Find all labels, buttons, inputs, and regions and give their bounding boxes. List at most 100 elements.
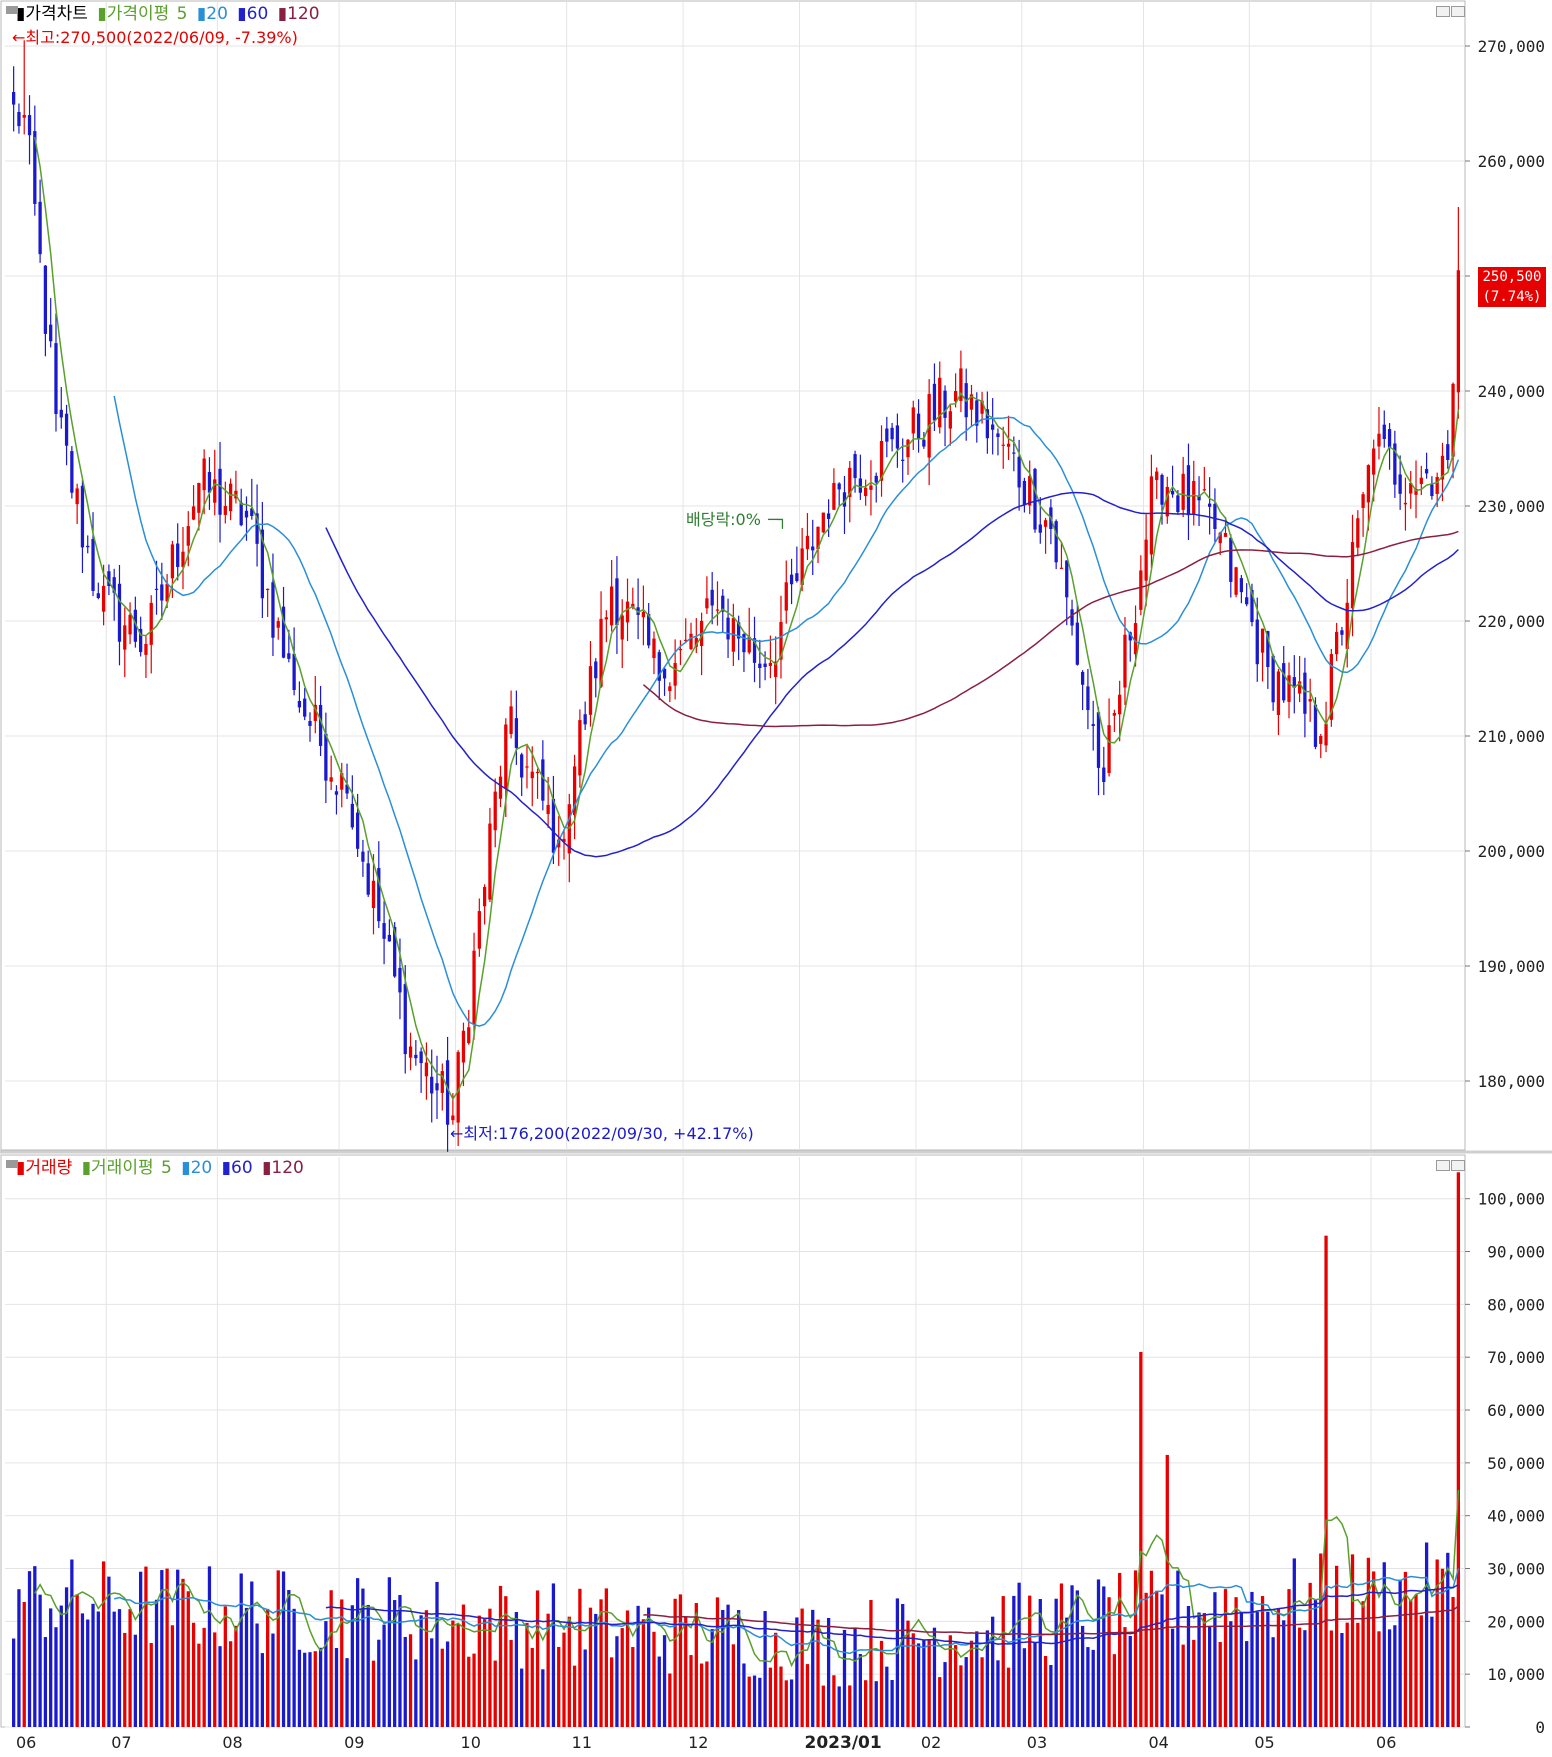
volume-bar [689,1655,693,1727]
candle-body [1424,469,1429,474]
candle-body [1112,713,1117,716]
candle-body [673,662,677,686]
candle-body [811,546,815,551]
volume-bar [1287,1589,1291,1727]
candle-body [1202,489,1206,491]
volume-bar [567,1616,571,1727]
volume-tick-label: 50,000 [1487,1454,1545,1473]
volume-bar [821,1685,825,1727]
volume-bar [535,1590,540,1727]
candle-body [821,512,825,533]
x-tick-label: 08 [222,1733,242,1752]
candle-body [1234,567,1238,595]
volume-bar [1043,1656,1048,1727]
candle-body [1403,502,1408,505]
candle-body [366,863,370,895]
volume-bar [477,1615,481,1727]
volume-bar [641,1619,646,1727]
candle-body [218,468,222,515]
legend-vol-ma120: ▮120 [262,1158,304,1178]
volume-bar [445,1641,450,1727]
volume-bar [80,1613,85,1727]
candle-body [133,609,138,642]
candle-body [890,427,894,440]
volume-bar [779,1666,783,1727]
candle-body [1181,473,1185,510]
candle-body [980,400,984,414]
volume-bar [318,1647,323,1727]
candle-body [647,614,651,646]
candle-body [170,544,175,579]
candle-body [969,394,974,410]
volume-bar [1372,1571,1376,1727]
candle-body [165,583,169,602]
candle-body [1260,628,1265,653]
candle-body [424,1062,429,1077]
price-panel-minimize-button[interactable] [1436,6,1450,17]
volume-bar [1022,1648,1027,1727]
candle-body [1361,494,1365,508]
candle-body [64,413,69,446]
candle-body [112,577,116,593]
price-frame [0,0,1466,1151]
candle-body [1350,542,1355,609]
candle-body [75,488,79,505]
candle-body [895,425,900,449]
volume-bar [1266,1611,1270,1727]
candle-body [689,633,693,650]
candle-body [1266,631,1270,667]
candle-body [1054,521,1058,563]
volume-bar [541,1669,545,1727]
candle-body [604,617,608,620]
volume-panel-maximize-button[interactable] [1451,1160,1465,1171]
volume-bar [271,1633,275,1727]
volume-bar [186,1591,190,1727]
volume-bar [207,1566,212,1727]
volume-bar [408,1634,413,1727]
candle-body [535,771,540,774]
candle-body [1324,723,1328,746]
price-panel-handle[interactable] [6,6,18,14]
candle-body [117,583,122,642]
volume-bar [1012,1595,1016,1727]
volume-panel-minimize-button[interactable] [1436,1160,1450,1171]
volume-bar [1239,1612,1244,1727]
volume-bar [694,1603,698,1727]
candle-body [398,967,402,993]
candle-body [255,513,259,544]
volume-bar [774,1632,778,1727]
candle-body [33,131,37,204]
candle-body [578,720,582,776]
candle-body [1139,570,1143,610]
x-tick-label: 03 [1027,1733,1047,1752]
candle-body [244,510,249,518]
volume-bar [260,1653,265,1727]
volume-bar [303,1652,307,1727]
volume-bar [1192,1639,1196,1727]
candle-body [583,714,587,725]
volume-bar [869,1599,873,1727]
volume-bar [424,1610,429,1727]
candle-body [1430,484,1434,497]
volume-bar [1149,1570,1154,1727]
candle-body [493,791,497,831]
volume-bar [1414,1594,1418,1727]
candle-body [1176,495,1180,513]
volume-bar [504,1596,508,1727]
candle-body [869,485,873,490]
volume-bar [1091,1649,1095,1727]
candle-body [266,588,270,591]
volume-bar [652,1631,656,1727]
volume-bar [948,1635,952,1727]
volume-panel-handle[interactable] [6,1160,18,1168]
volume-bar [530,1647,534,1727]
legend-vol-ma60: ▮60 [221,1158,253,1178]
volume-bar [419,1615,423,1727]
price-panel-maximize-button[interactable] [1451,6,1465,17]
volume-bar [647,1607,651,1727]
candle-body [350,803,354,828]
candle-body [1271,655,1275,703]
candle-body [1334,631,1339,655]
candle-body [250,508,254,516]
volume-bar [54,1627,58,1727]
